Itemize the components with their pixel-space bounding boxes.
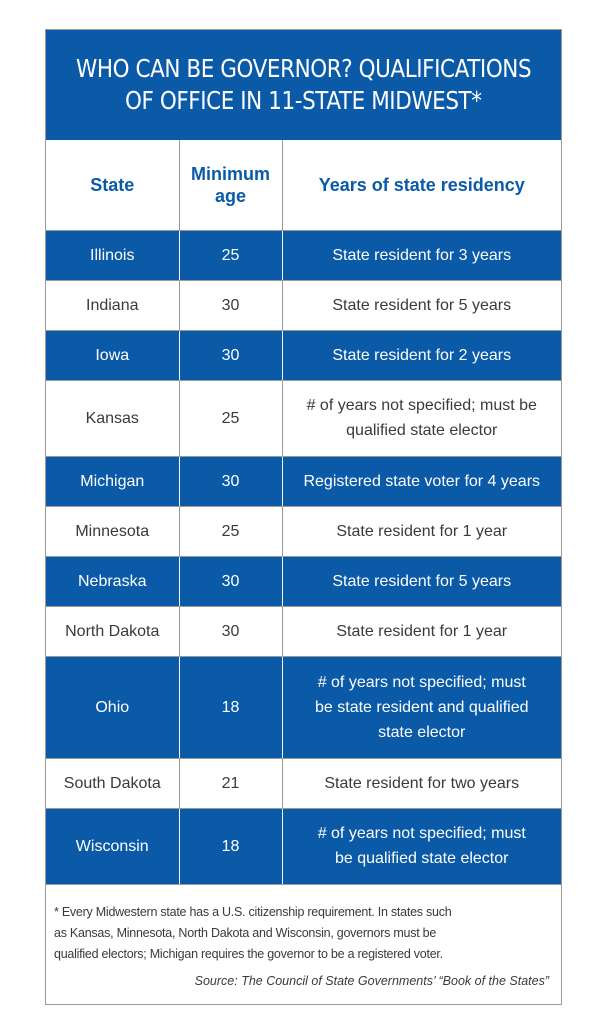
cell-state: South Dakota <box>46 758 180 809</box>
table-row: Illinois 25 State resident for 3 years <box>46 230 561 281</box>
residency-line: be state resident and qualified <box>315 698 529 716</box>
table-row: South Dakota 21 State resident for two yea… <box>46 758 561 809</box>
residency-line: State resident for 1 year <box>336 522 508 540</box>
residency-line: state elector <box>378 723 466 741</box>
cell-minimum-age: 25 <box>179 230 283 281</box>
cell-state: Illinois <box>46 230 180 281</box>
residency-line: State resident for 5 years <box>332 296 512 314</box>
cell-state: Minnesota <box>46 506 180 557</box>
cell-state: Iowa <box>46 330 180 381</box>
residency-line: State resident for 5 years <box>332 572 512 590</box>
table-row: North Dakota 30 State resident for 1 year <box>46 606 561 657</box>
residency-line: # of years not specified; must <box>317 673 526 691</box>
residency-line: qualified state elector <box>346 422 498 439</box>
title-line-2: OF OFFICE IN 11-STATE MIDWEST* <box>125 86 482 115</box>
residency-line: be qualified state elector <box>335 850 509 867</box>
cell-residency: State resident for 1 year <box>282 506 561 557</box>
cell-state: Nebraska <box>46 556 180 607</box>
cell-residency: State resident for 1 year <box>282 606 561 657</box>
cell-minimum-age: 25 <box>179 380 283 457</box>
cell-state: Wisconsin <box>46 808 180 885</box>
footnote-line-1: * Every Midwestern state has a U.S. citi… <box>54 905 452 919</box>
title-banner: WHO CAN BE GOVERNOR? QUALIFICATIONS OF O… <box>46 30 561 140</box>
cell-residency: State resident for 2 years <box>282 330 561 381</box>
table-row: Minnesota 25 State resident for 1 year <box>46 506 561 557</box>
table-body: Illinois 25 State resident for 3 years Indi… <box>46 230 561 885</box>
cell-residency: State resident for 5 years <box>282 280 561 331</box>
header-age-line-2: age <box>214 185 247 206</box>
cell-minimum-age: 30 <box>179 330 283 381</box>
cell-residency: State resident for 3 years <box>282 230 561 281</box>
table-row: Wisconsin 18 # of years not specified; mus… <box>46 808 561 885</box>
source-credit: Source: The Council of State Governments… <box>194 974 549 988</box>
footnote-line-3: qualified electors; Michigan requires th… <box>54 947 443 961</box>
cell-minimum-age: 30 <box>179 280 283 331</box>
cell-state: North Dakota <box>46 606 180 657</box>
cell-residency: # of years not specified; must be qualifi… <box>282 380 561 457</box>
header-minimum-age: Minimum age <box>179 140 283 231</box>
cell-minimum-age: 21 <box>179 758 283 809</box>
table-row: Nebraska 30 State resident for 5 years <box>46 556 561 607</box>
residency-line: # of years not specified; must be <box>306 397 537 414</box>
header-state: State <box>46 140 180 231</box>
header-age-line-1: Minimum <box>191 163 270 184</box>
cell-state: Ohio <box>46 656 180 759</box>
cell-minimum-age: 18 <box>179 808 283 885</box>
cell-residency: # of years not specified; must be qualifi… <box>282 808 561 885</box>
residency-line: State resident for 2 years <box>332 346 512 364</box>
residency-line: State resident for 3 years <box>332 246 512 264</box>
residency-line: State resident for two years <box>324 774 520 792</box>
cell-residency: State resident for two years <box>282 758 561 809</box>
header-residency: Years of state residency <box>282 140 561 231</box>
footnote-text: * Every Midwestern state has a U.S. citi… <box>54 902 551 965</box>
title-line-1: WHO CAN BE GOVERNOR? QUALIFICATIONS <box>75 54 532 83</box>
residency-line: # of years not specified; must <box>317 825 526 842</box>
table-row: Indiana 30 State resident for 5 years <box>46 280 561 331</box>
cell-minimum-age: 18 <box>179 656 283 759</box>
table-row: Iowa 30 State resident for 2 years <box>46 330 561 381</box>
residency-line: Registered state voter for 4 years <box>303 472 541 490</box>
cell-residency: State resident for 5 years <box>282 556 561 607</box>
cell-minimum-age: 25 <box>179 506 283 557</box>
table-row: Ohio 18 # of years not specified; must be s… <box>46 656 561 759</box>
table-header-row: State Minimum age Years of state residen… <box>46 140 561 231</box>
residency-line: State resident for 1 year <box>336 622 508 640</box>
infographic-frame: WHO CAN BE GOVERNOR? QUALIFICATIONS OF O… <box>45 29 562 1005</box>
cell-minimum-age: 30 <box>179 556 283 607</box>
cell-state: Michigan <box>46 456 180 507</box>
footnote-line-2: as Kansas, Minnesota, North Dakota and W… <box>54 926 437 940</box>
cell-state: Indiana <box>46 280 180 331</box>
cell-minimum-age: 30 <box>179 606 283 657</box>
footnote-section: * Every Midwestern state has a U.S. citi… <box>46 887 561 1005</box>
table-row: Kansas 25 # of years not specified; must b… <box>46 380 561 457</box>
table-row: Michigan 30 Registered state voter for 4 y… <box>46 456 561 507</box>
qualifications-table: State Minimum age Years of state residen… <box>46 140 561 885</box>
cell-residency: Registered state voter for 4 years <box>282 456 561 507</box>
cell-state: Kansas <box>46 380 180 457</box>
cell-minimum-age: 30 <box>179 456 283 507</box>
cell-residency: # of years not specified; must be state r… <box>282 656 561 759</box>
